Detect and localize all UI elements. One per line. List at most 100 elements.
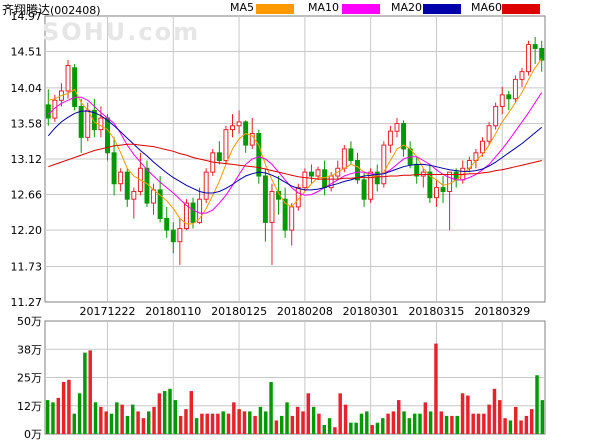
volume-bar: [386, 413, 390, 434]
volume-bar: [285, 402, 289, 434]
candle-body: [519, 71, 525, 80]
volume-bar: [120, 404, 124, 434]
volume-bar: [253, 415, 257, 434]
volume-bar: [221, 411, 225, 434]
volume-bar: [327, 418, 332, 434]
candle-body: [262, 175, 268, 223]
legend-item-ma60: MA60: [471, 1, 502, 14]
candle-body: [118, 171, 124, 185]
volume-bar: [184, 409, 188, 434]
volume-bar: [428, 411, 433, 434]
volume-bar: [45, 400, 50, 434]
candle-body: [394, 122, 400, 132]
volume-bar: [56, 397, 61, 434]
candle-body: [447, 171, 453, 192]
candle-body: [151, 189, 157, 204]
volume-bar: [162, 391, 167, 434]
legend-item-ma10: MA10: [308, 1, 339, 14]
volume-bar: [72, 413, 76, 434]
candle-body: [348, 148, 354, 162]
volume-bar: [200, 413, 204, 434]
candle-body: [98, 117, 104, 131]
stock-name: 齐翔腾达: [2, 3, 51, 17]
date-tick-label: 20180301: [343, 305, 399, 318]
grid-layer: [44, 15, 546, 435]
candle-body: [52, 99, 58, 119]
candle-body: [91, 109, 97, 131]
legend-label-ma5: MA5: [230, 1, 255, 14]
candle-body: [361, 179, 367, 200]
volume-bar: [450, 415, 454, 434]
candle-body: [164, 218, 170, 231]
candle-body: [170, 229, 176, 243]
price-tick-label: 12.66: [11, 189, 43, 202]
volume-bar: [178, 415, 183, 434]
candle-body: [85, 109, 91, 138]
volume-bar: [136, 411, 140, 434]
legend-swatch-ma20: [423, 4, 461, 14]
volume-bar: [375, 422, 380, 434]
volume-bar: [109, 413, 114, 434]
volume-bar: [83, 352, 87, 434]
volume-bar: [189, 391, 194, 434]
candle-body: [539, 47, 545, 61]
candle-body: [387, 130, 393, 146]
candle-body: [440, 187, 446, 192]
candle-body: [157, 189, 163, 220]
volume-bar: [295, 406, 300, 434]
candle-body: [216, 152, 222, 162]
candle-body: [111, 152, 117, 185]
volume-bar: [482, 413, 486, 434]
candle-body: [355, 160, 360, 181]
volume-bar: [471, 413, 475, 434]
volume-bar: [444, 415, 449, 434]
volume-bar: [423, 402, 428, 434]
volume-bar: [418, 413, 422, 434]
ma-line-ma20: [47, 110, 543, 194]
volume-bar: [61, 382, 66, 434]
volume-bar: [322, 424, 326, 434]
candle-body: [269, 190, 275, 223]
candle-body: [486, 125, 492, 142]
volume-bar: [317, 413, 321, 434]
date-tick-label: 20180315: [408, 305, 464, 318]
candle-body: [532, 44, 538, 49]
price-tick-label: 14.04: [11, 82, 43, 95]
volume-bar: [232, 402, 236, 434]
legend-label-ma10: MA10: [308, 1, 340, 14]
volume-bar: [104, 411, 108, 434]
volume-bar: [460, 393, 465, 434]
candle-body: [78, 105, 84, 138]
candle-body: [315, 169, 321, 177]
candle-body: [65, 64, 71, 92]
candle-body: [493, 105, 499, 127]
date-tick-label: 20180208: [277, 305, 333, 318]
volume-bar: [306, 393, 311, 434]
price-tick-label: 14.51: [11, 46, 43, 59]
volume-bar: [503, 418, 507, 434]
candle-body: [427, 171, 433, 199]
candle-body: [506, 94, 512, 100]
volume-bar: [466, 395, 470, 434]
candle-body: [302, 171, 308, 189]
volume-bar: [529, 409, 534, 434]
candle-body: [72, 67, 78, 107]
candle-body: [203, 171, 209, 200]
candle-body: [144, 167, 150, 204]
volume-bar: [141, 418, 146, 434]
volume-bar: [343, 404, 348, 434]
volume-bar: [524, 415, 529, 434]
ma-line-ma5: [48, 58, 543, 225]
candle-body: [433, 187, 439, 199]
candle-body: [282, 198, 288, 231]
volume-bar: [508, 420, 513, 434]
price-tick-label: 11.73: [11, 260, 43, 273]
volume-bar: [311, 406, 316, 434]
volume-bar: [396, 400, 401, 434]
moving-average-layer: [47, 58, 543, 225]
volume-bar: [370, 424, 374, 434]
price-layer: [45, 36, 545, 265]
volume-bar: [338, 393, 342, 434]
volume-bar: [540, 400, 545, 434]
